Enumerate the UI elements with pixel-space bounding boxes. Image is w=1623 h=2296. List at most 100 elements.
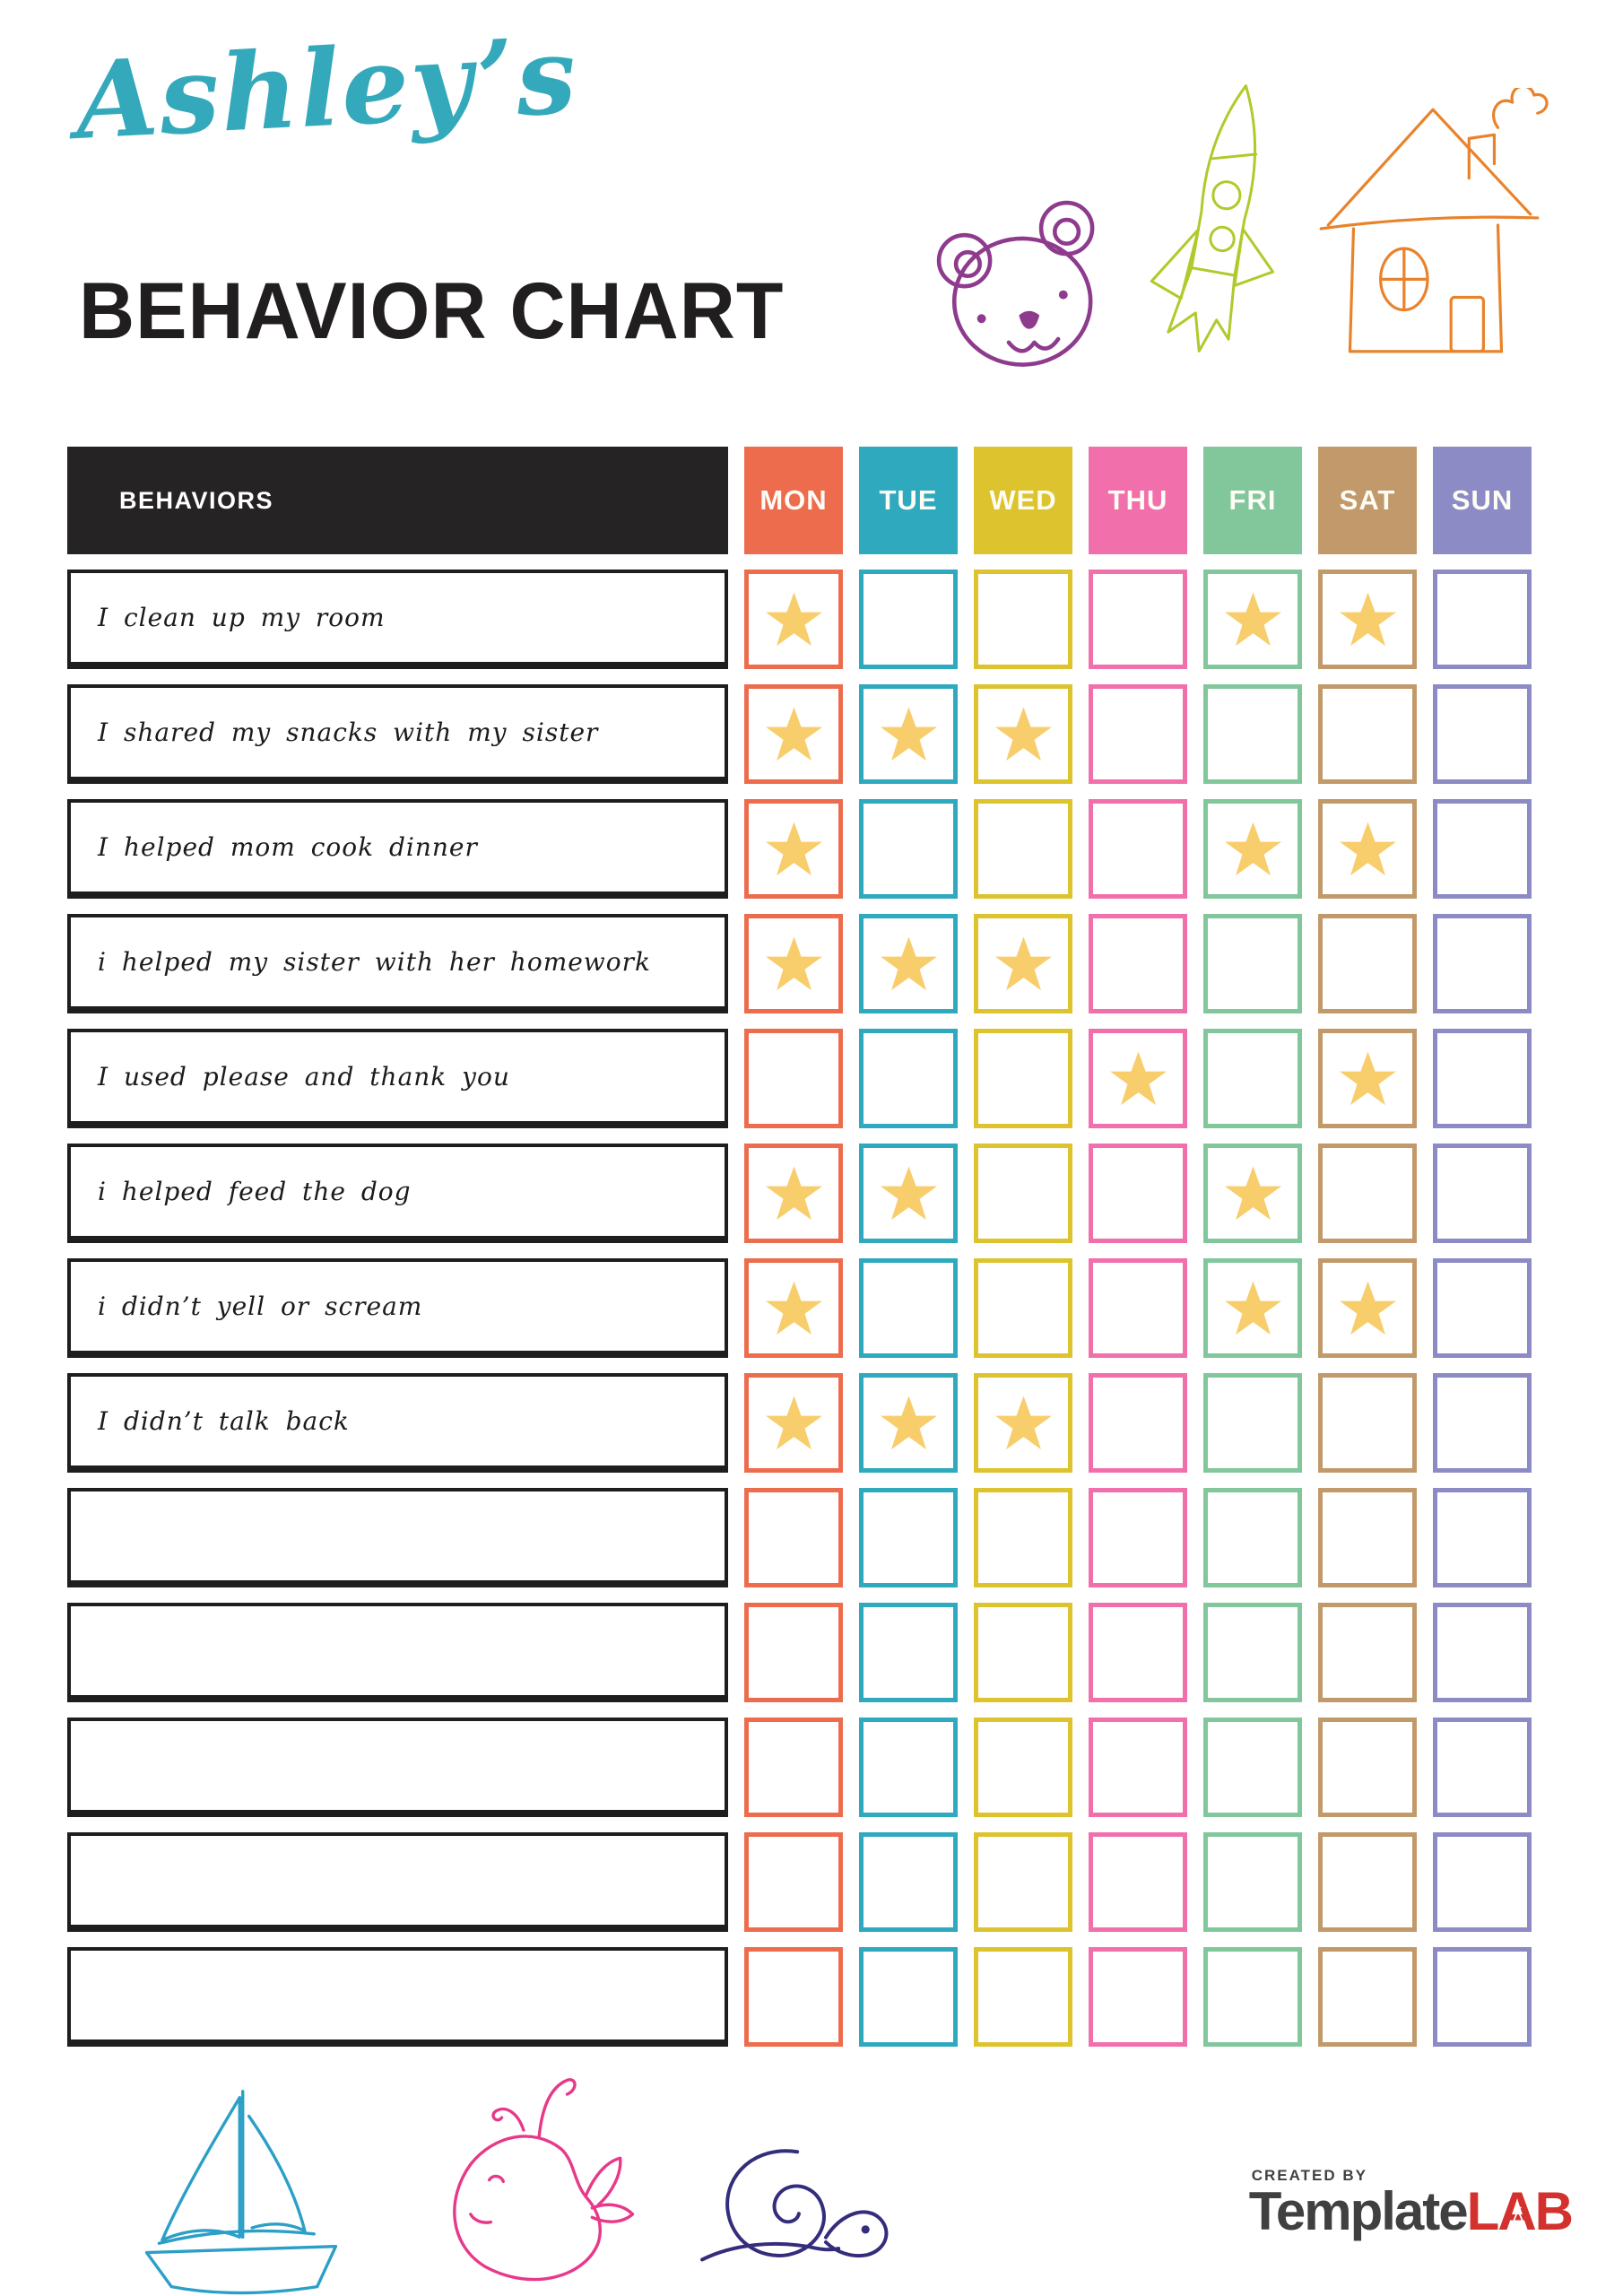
star-cell-thu-row3[interactable] — [1089, 799, 1187, 899]
star-cell-mon-row1[interactable] — [744, 570, 843, 669]
star-cell-thu-row8[interactable] — [1089, 1373, 1187, 1473]
star-cell-tue-row4[interactable] — [859, 914, 958, 1013]
star-cell-wed-row9[interactable] — [974, 1488, 1072, 1587]
behavior-cell[interactable]: I used please and thank you — [67, 1029, 728, 1128]
behavior-cell[interactable] — [67, 1718, 728, 1817]
star-cell-tue-row7[interactable] — [859, 1258, 958, 1358]
star-cell-thu-row12[interactable] — [1089, 1832, 1187, 1932]
star-cell-mon-row3[interactable] — [744, 799, 843, 899]
star-cell-tue-row2[interactable] — [859, 684, 958, 784]
star-cell-sat-row9[interactable] — [1318, 1488, 1417, 1587]
star-cell-thu-row5[interactable] — [1089, 1029, 1187, 1128]
behavior-cell[interactable] — [67, 1488, 728, 1587]
star-cell-fri-row11[interactable] — [1203, 1718, 1302, 1817]
behavior-cell[interactable] — [67, 1947, 728, 2047]
star-cell-sun-row4[interactable] — [1433, 914, 1532, 1013]
star-cell-sat-row11[interactable] — [1318, 1718, 1417, 1817]
star-cell-tue-row11[interactable] — [859, 1718, 958, 1817]
star-cell-wed-row12[interactable] — [974, 1832, 1072, 1932]
star-cell-tue-row1[interactable] — [859, 570, 958, 669]
star-cell-sun-row6[interactable] — [1433, 1144, 1532, 1243]
star-cell-tue-row5[interactable] — [859, 1029, 958, 1128]
star-cell-tue-row3[interactable] — [859, 799, 958, 899]
star-cell-sat-row7[interactable] — [1318, 1258, 1417, 1358]
star-cell-mon-row2[interactable] — [744, 684, 843, 784]
star-cell-tue-row6[interactable] — [859, 1144, 958, 1243]
star-cell-sat-row10[interactable] — [1318, 1603, 1417, 1702]
star-cell-wed-row4[interactable] — [974, 914, 1072, 1013]
behavior-cell[interactable]: I helped mom cook dinner — [67, 799, 728, 899]
star-cell-thu-row9[interactable] — [1089, 1488, 1187, 1587]
star-cell-mon-row8[interactable] — [744, 1373, 843, 1473]
behavior-cell[interactable]: I didn’t talk back — [67, 1373, 728, 1473]
star-cell-fri-row7[interactable] — [1203, 1258, 1302, 1358]
star-cell-sat-row6[interactable] — [1318, 1144, 1417, 1243]
star-cell-thu-row6[interactable] — [1089, 1144, 1187, 1243]
templatelab-logo[interactable]: CREATED BY TemplateLA B — [1249, 2167, 1574, 2239]
star-cell-mon-row9[interactable] — [744, 1488, 843, 1587]
star-cell-fri-row10[interactable] — [1203, 1603, 1302, 1702]
star-cell-sat-row2[interactable] — [1318, 684, 1417, 784]
star-cell-wed-row2[interactable] — [974, 684, 1072, 784]
star-cell-mon-row11[interactable] — [744, 1718, 843, 1817]
star-cell-wed-row6[interactable] — [974, 1144, 1072, 1243]
behavior-cell[interactable]: I shared my snacks with my sister — [67, 684, 728, 784]
star-cell-thu-row1[interactable] — [1089, 570, 1187, 669]
star-cell-wed-row1[interactable] — [974, 570, 1072, 669]
star-cell-sat-row4[interactable] — [1318, 914, 1417, 1013]
star-cell-tue-row12[interactable] — [859, 1832, 958, 1932]
behavior-cell[interactable]: I clean up my room — [67, 570, 728, 669]
star-cell-sat-row8[interactable] — [1318, 1373, 1417, 1473]
behavior-cell[interactable] — [67, 1603, 728, 1702]
star-cell-thu-row7[interactable] — [1089, 1258, 1187, 1358]
behavior-cell[interactable]: i helped my sister with her homework — [67, 914, 728, 1013]
star-cell-sun-row5[interactable] — [1433, 1029, 1532, 1128]
star-cell-wed-row3[interactable] — [974, 799, 1072, 899]
star-cell-tue-row10[interactable] — [859, 1603, 958, 1702]
star-cell-wed-row13[interactable] — [974, 1947, 1072, 2047]
star-cell-wed-row10[interactable] — [974, 1603, 1072, 1702]
star-cell-fri-row13[interactable] — [1203, 1947, 1302, 2047]
star-cell-mon-row13[interactable] — [744, 1947, 843, 2047]
star-cell-sun-row13[interactable] — [1433, 1947, 1532, 2047]
star-cell-thu-row11[interactable] — [1089, 1718, 1187, 1817]
star-cell-fri-row12[interactable] — [1203, 1832, 1302, 1932]
star-cell-mon-row6[interactable] — [744, 1144, 843, 1243]
star-cell-thu-row2[interactable] — [1089, 684, 1187, 784]
star-cell-fri-row6[interactable] — [1203, 1144, 1302, 1243]
star-cell-fri-row2[interactable] — [1203, 684, 1302, 784]
star-cell-wed-row7[interactable] — [974, 1258, 1072, 1358]
star-cell-sun-row1[interactable] — [1433, 570, 1532, 669]
star-cell-tue-row8[interactable] — [859, 1373, 958, 1473]
star-cell-sat-row3[interactable] — [1318, 799, 1417, 899]
star-cell-wed-row5[interactable] — [974, 1029, 1072, 1128]
star-cell-thu-row13[interactable] — [1089, 1947, 1187, 2047]
star-cell-fri-row4[interactable] — [1203, 914, 1302, 1013]
star-cell-sun-row10[interactable] — [1433, 1603, 1532, 1702]
star-cell-sun-row3[interactable] — [1433, 799, 1532, 899]
star-cell-thu-row10[interactable] — [1089, 1603, 1187, 1702]
star-cell-fri-row1[interactable] — [1203, 570, 1302, 669]
star-cell-sat-row5[interactable] — [1318, 1029, 1417, 1128]
behavior-cell[interactable] — [67, 1832, 728, 1932]
star-cell-mon-row10[interactable] — [744, 1603, 843, 1702]
star-cell-sat-row13[interactable] — [1318, 1947, 1417, 2047]
star-cell-mon-row4[interactable] — [744, 914, 843, 1013]
star-cell-wed-row8[interactable] — [974, 1373, 1072, 1473]
star-cell-fri-row5[interactable] — [1203, 1029, 1302, 1128]
star-cell-sun-row7[interactable] — [1433, 1258, 1532, 1358]
star-cell-sat-row1[interactable] — [1318, 570, 1417, 669]
star-cell-mon-row5[interactable] — [744, 1029, 843, 1128]
behavior-cell[interactable]: i didn’t yell or scream — [67, 1258, 728, 1358]
star-cell-wed-row11[interactable] — [974, 1718, 1072, 1817]
star-cell-sun-row12[interactable] — [1433, 1832, 1532, 1932]
star-cell-tue-row13[interactable] — [859, 1947, 958, 2047]
star-cell-mon-row7[interactable] — [744, 1258, 843, 1358]
star-cell-thu-row4[interactable] — [1089, 914, 1187, 1013]
star-cell-sun-row11[interactable] — [1433, 1718, 1532, 1817]
star-cell-tue-row9[interactable] — [859, 1488, 958, 1587]
star-cell-mon-row12[interactable] — [744, 1832, 843, 1932]
star-cell-sat-row12[interactable] — [1318, 1832, 1417, 1932]
star-cell-sun-row2[interactable] — [1433, 684, 1532, 784]
star-cell-sun-row9[interactable] — [1433, 1488, 1532, 1587]
